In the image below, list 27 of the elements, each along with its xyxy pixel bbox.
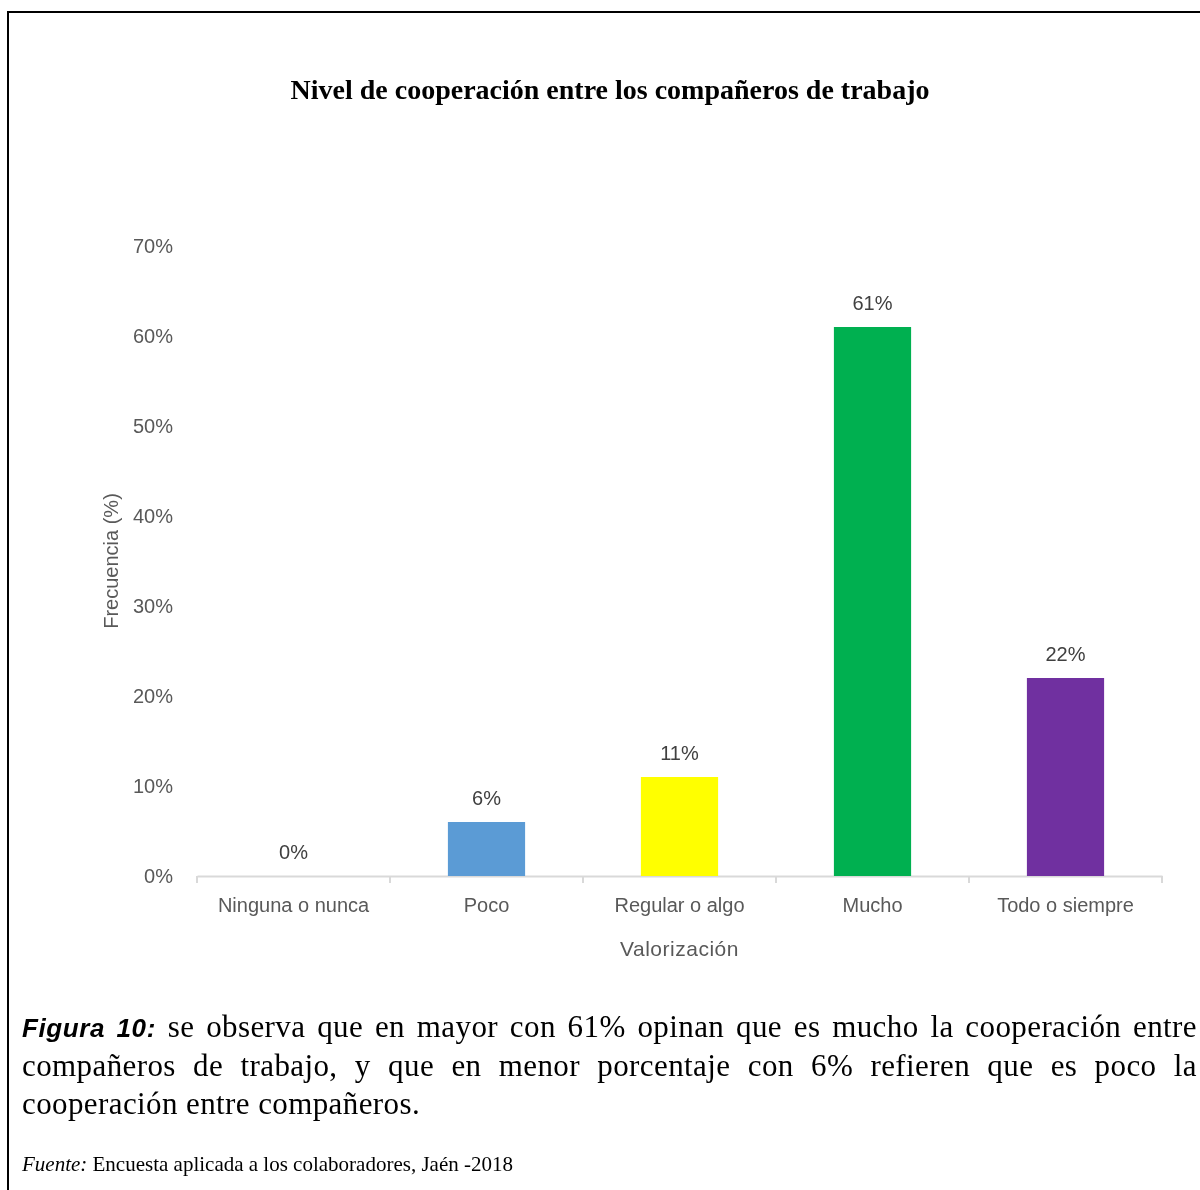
source-note: Fuente: Encuesta aplicada a los colaboradores, Jaén -2018 [22, 1152, 513, 1176]
x-tick-label: Todo o siempre [997, 894, 1134, 917]
chart-title: Nivel de cooperación entre los compañeros de trabajo [290, 74, 930, 105]
bar [833, 327, 912, 876]
y-axis-title: Frecuencia (%) [100, 493, 122, 629]
y-tick-label: 0% [144, 864, 174, 887]
x-tick-label: Regular o algo [614, 894, 745, 917]
bar [447, 822, 526, 876]
x-axis-title: Valorización [620, 937, 739, 960]
y-tick-label: 30% [132, 594, 174, 617]
y-tick-label: 50% [132, 414, 174, 437]
bar [1026, 678, 1105, 876]
data-label: 61% [852, 292, 893, 314]
x-tick-label: Ninguna o nunca [217, 894, 370, 917]
y-tick-label: 60% [132, 324, 174, 347]
x-tick-label: Mucho [842, 894, 903, 917]
y-tick-label: 10% [132, 774, 174, 797]
data-label: 0% [279, 841, 309, 863]
data-label: 22% [1045, 643, 1086, 665]
data-label: 6% [472, 787, 502, 809]
text: Figura 10: se observa que en mayor con 61% opinan que es mucho la cooperación entre compañeros de trabajo, y que en menor porcentaje con 6% refieren que es poco la cooperación entre compañeros. [22, 1009, 1198, 1121]
data-label: 11% [660, 742, 699, 764]
y-tick-label: 70% [132, 234, 174, 257]
bar [640, 777, 719, 876]
y-tick-label: 40% [132, 504, 174, 527]
y-tick-label: 20% [132, 684, 174, 707]
x-tick-label: Poco [463, 894, 510, 917]
